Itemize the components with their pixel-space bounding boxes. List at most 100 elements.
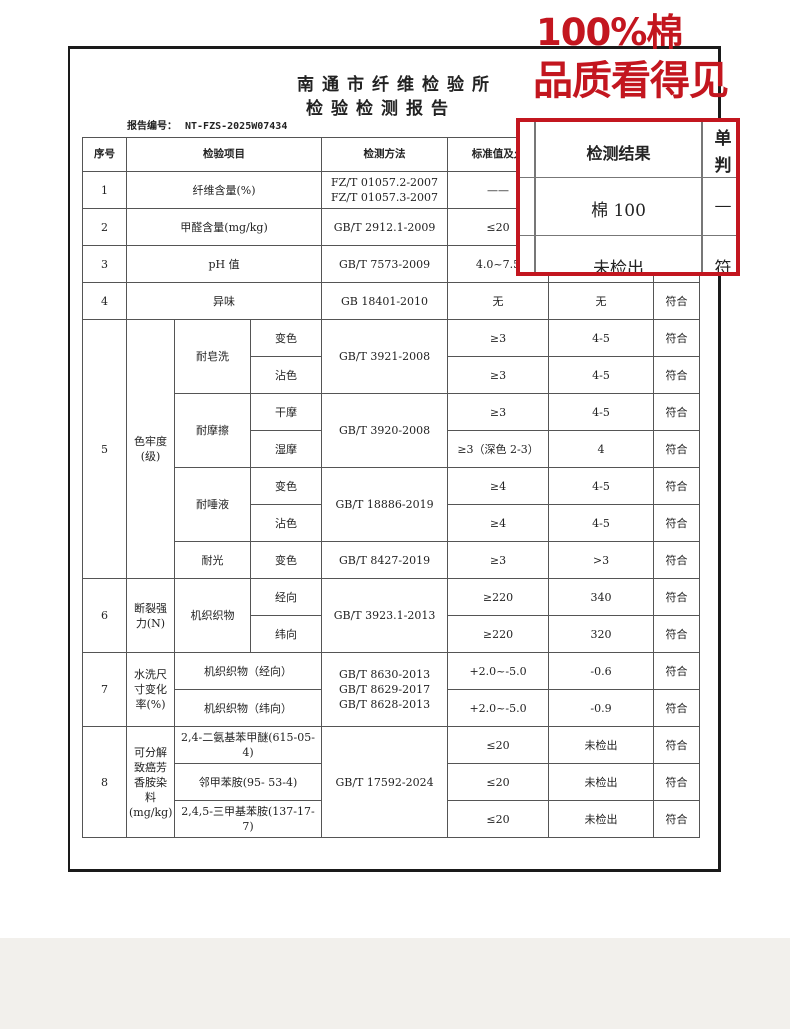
divider [520, 177, 736, 178]
table-row: 纬向 ≥220 320 符合 [83, 615, 701, 653]
cell-result: 320 [548, 615, 655, 653]
table-row: 7 水洗尺寸变化率(%) 机织织物（经向） GB/T 8630-2013 GB/T… [82, 652, 701, 727]
cell-result: 340 [548, 578, 655, 616]
cell-method: GB 18401-2010 [321, 282, 449, 320]
cell-judge: 符合 [653, 319, 701, 357]
table-row: 耐唾液 变色 GB/T 18886-2019 ≥4 4-5 符合 [83, 467, 701, 542]
cell-method: GB/T 3921-2008 [321, 319, 449, 394]
header-no: 序号 [82, 137, 127, 172]
header-method: 检测方法 [321, 137, 449, 172]
cell-item: 2,4,5-三甲基苯胺(137-17-7) [173, 800, 323, 838]
cell-result: >3 [548, 541, 655, 579]
cell-result: 未检出 [548, 726, 655, 764]
cell-judge: 符合 [653, 282, 701, 320]
cell-result: 无 [548, 282, 655, 320]
table-row: 湿摩 ≥3（深色 2-3） 4 符合 [83, 430, 701, 468]
promo-subheadline: 品质看得见 [533, 58, 729, 104]
cell-item: 机织织物 [174, 578, 251, 653]
callout-header-result: 检测结果 [586, 144, 651, 163]
cell-method: GB/T 3923.1-2013 [321, 578, 449, 653]
report-number: 报告编号： NT-FZS-2025W07434 [127, 117, 295, 132]
method-line: GB/T 8628-2013 [338, 698, 431, 711]
cell-method: FZ/T 01057.2-2007 FZ/T 01057.3-2007 [321, 171, 449, 209]
table-row: 5 色牢度(级) 耐皂洗 变色 GB/T 3921-2008 ≥3 4-5 符合 [82, 319, 701, 579]
cell-item: 耐光 [174, 541, 251, 579]
cell-item: 异味 [125, 282, 323, 320]
callout-result-formaldehyde: 未检出 [593, 259, 644, 276]
cell-standard: 无 [447, 282, 550, 320]
cell-method: GB/T 8427-2019 [321, 541, 449, 579]
cell-no: 3 [82, 245, 127, 283]
cell-judge: 符合 [653, 430, 701, 468]
cell-judge: 符合 [653, 763, 701, 801]
cell-category: 水洗尺寸变化率(%) [126, 652, 175, 727]
cell-item: 耐皂洗 [174, 319, 251, 394]
cell-sub: 纬向 [249, 615, 323, 653]
org-name: 南通市纤维检验所 [297, 75, 497, 95]
cell-result: 未检出 [548, 800, 655, 838]
cell-result: 4 [548, 430, 655, 468]
cell-result: 4-5 [548, 319, 655, 357]
cell-item: pH 值 [125, 245, 323, 283]
header-item: 检验项目 [125, 137, 323, 172]
cell-judge: 符合 [653, 578, 701, 616]
table-row: 邻甲苯胺(95- 53-4) ≤20 未检出 符合 [83, 763, 701, 801]
cell-standard: ≥3 [447, 541, 550, 579]
cell-standard: ≥3 [447, 393, 550, 431]
cell-judge: 符合 [653, 615, 701, 653]
method-line: FZ/T 01057.3-2007 [331, 191, 439, 204]
cell-standard: ≥4 [447, 504, 550, 542]
cell-standard: ≥220 [447, 615, 550, 653]
table-row: 沾色 ≥3 4-5 符合 [83, 356, 701, 394]
cell-category: 色牢度(级) [126, 319, 175, 579]
cell-item: 耐摩擦 [174, 393, 251, 468]
cell-sub: 干摩 [249, 393, 323, 431]
cell-standard: ≥3（深色 2-3） [447, 430, 550, 468]
cell-standard: ≤20 [447, 763, 550, 801]
divider [520, 235, 736, 236]
cell-item: 纤维含量(%) [125, 171, 323, 209]
cell-result: 4-5 [548, 393, 655, 431]
bottom-band [0, 938, 790, 1029]
divider [534, 122, 536, 272]
cell-judge: 符合 [653, 652, 701, 690]
magnified-result-callout: 检测结果 单 判 棉 100 — 未检出 符 [516, 118, 740, 276]
cell-judge: 符合 [653, 393, 701, 431]
table-row: 沾色 ≥4 4-5 符合 [83, 504, 701, 542]
cell-judge: 符合 [653, 504, 701, 542]
cell-judge: 符合 [653, 541, 701, 579]
method-line: FZ/T 01057.2-2007 [331, 176, 439, 189]
cell-no: 7 [82, 652, 127, 727]
callout-judge-formaldehyde: 符 [714, 259, 732, 276]
cell-standard: ≥3 [447, 319, 550, 357]
callout-judge-fiber: — [714, 196, 732, 216]
table-row: 6 断裂强力(N) 机织织物 经向 GB/T 3923.1-2013 ≥220 … [82, 578, 701, 653]
cell-item: 甲醛含量(mg/kg) [125, 208, 323, 246]
cell-sub: 经向 [249, 578, 323, 616]
cell-result: 4-5 [548, 356, 655, 394]
cell-sub: 沾色 [249, 356, 323, 394]
cell-judge: 符合 [653, 356, 701, 394]
cell-sub: 变色 [249, 319, 323, 357]
cell-method: GB/T 18886-2019 [321, 467, 449, 542]
table-row: 2,4,5-三甲基苯胺(137-17-7) ≤20 未检出 符合 [83, 800, 701, 838]
cell-standard: +2.0~-5.0 [447, 689, 550, 727]
cell-item: 邻甲苯胺(95- 53-4) [173, 763, 323, 801]
report-number-value: NT-FZS-2025W07434 [185, 121, 288, 132]
cell-standard: ≤20 [447, 800, 550, 838]
report-number-label: 报告编号： [127, 121, 177, 132]
callout-header-judge-2: 判 [714, 156, 732, 176]
cell-sub: 湿摩 [249, 430, 323, 468]
cell-item: 2,4-二氨基苯甲醚(615-05-4) [173, 726, 323, 764]
table-row: 耐摩擦 干摩 GB/T 3920-2008 ≥3 4-5 符合 [83, 393, 701, 468]
divider [701, 122, 703, 272]
cell-no: 4 [82, 282, 127, 320]
table-row: 耐光 变色 GB/T 8427-2019 ≥3 >3 符合 [83, 541, 701, 579]
cell-standard: ≥4 [447, 467, 550, 505]
cell-result: -0.6 [548, 652, 655, 690]
cell-method: GB/T 3920-2008 [321, 393, 449, 468]
cell-item: 耐唾液 [174, 467, 251, 542]
cell-method: GB/T 2912.1-2009 [321, 208, 449, 246]
callout-header-judge-1: 单 [714, 129, 732, 149]
